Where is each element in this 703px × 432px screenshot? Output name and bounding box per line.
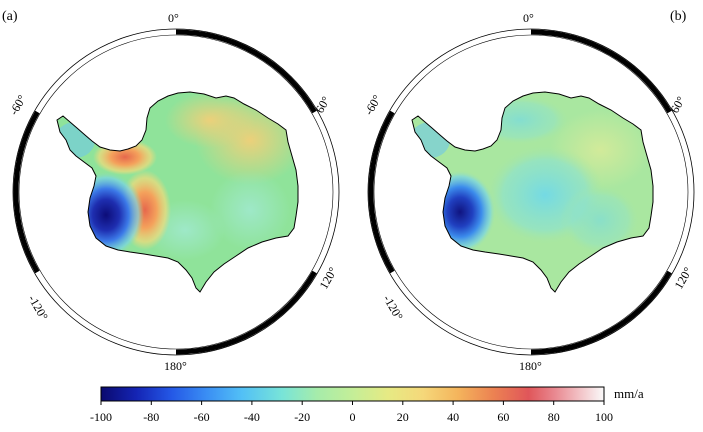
panel-a-lon-0: 0° <box>168 11 179 25</box>
colorbar-tick-label: -80 <box>143 410 159 424</box>
colorbar-tick-label: -60 <box>194 410 210 424</box>
panel-b-lon-neg60: -60° <box>361 92 384 117</box>
panel-b-frame-arc-240-300 <box>368 110 395 274</box>
panel-b-frame-outer <box>367 28 695 356</box>
panel-a: (a) 0° 60° 120° 180° -120° -60° <box>2 9 340 373</box>
panel-a-label: (a) <box>2 9 18 24</box>
panel-a-lon-180: 180° <box>164 359 187 373</box>
panel-b-lon-0: 0° <box>523 11 534 25</box>
panel-b: (b) 0° 60° 120° 180° -120° -60° <box>361 9 695 373</box>
colorbar-ticks: -100 -80 -60 -40 -20 0 20 40 60 80 100 <box>90 401 613 424</box>
colorbar-tick-label: -100 <box>90 410 112 424</box>
panel-a-frame-arc-120-180 <box>175 270 317 355</box>
panel-a-lon-neg60: -60° <box>6 92 29 117</box>
panel-b-frame-arc-0-60 <box>530 29 672 114</box>
panel-b-frame-inner <box>373 34 689 350</box>
panel-b-lon-60: 60° <box>667 94 688 116</box>
panel-b-lon-180: 180° <box>519 359 542 373</box>
panel-a-field <box>57 92 298 292</box>
panel-b-lon-neg120: -120° <box>380 293 406 323</box>
colorbar-unit: mm/a <box>614 386 644 401</box>
colorbar: mm/a -100 -80 -60 -40 -20 0 20 40 60 80 100 <box>90 386 644 424</box>
colorbar-gradient <box>100 386 605 402</box>
colorbar-tick-label: 60 <box>497 410 509 424</box>
panel-b-frame-arc-120-180 <box>530 270 672 355</box>
colorbar-tick-label: -40 <box>244 410 260 424</box>
panel-a-frame-inner <box>18 34 334 350</box>
colorbar-tick-label: 20 <box>397 410 409 424</box>
panel-b-label: (b) <box>670 9 687 24</box>
colorbar-tick-label: 80 <box>548 410 560 424</box>
colorbar-tick-label: 40 <box>447 410 459 424</box>
panel-a-frame-arc-240-300 <box>13 110 40 274</box>
panel-a-lon-60: 60° <box>312 94 333 116</box>
panel-a-frame-outer <box>12 28 340 356</box>
colorbar-tick-label: -20 <box>294 410 310 424</box>
colorbar-tick-label: 0 <box>350 410 356 424</box>
panel-b-field <box>412 92 653 292</box>
colorbar-tick-label: 100 <box>595 410 613 424</box>
panel-a-lon-neg120: -120° <box>25 293 51 323</box>
panel-a-frame-arc-0-60 <box>175 29 317 114</box>
